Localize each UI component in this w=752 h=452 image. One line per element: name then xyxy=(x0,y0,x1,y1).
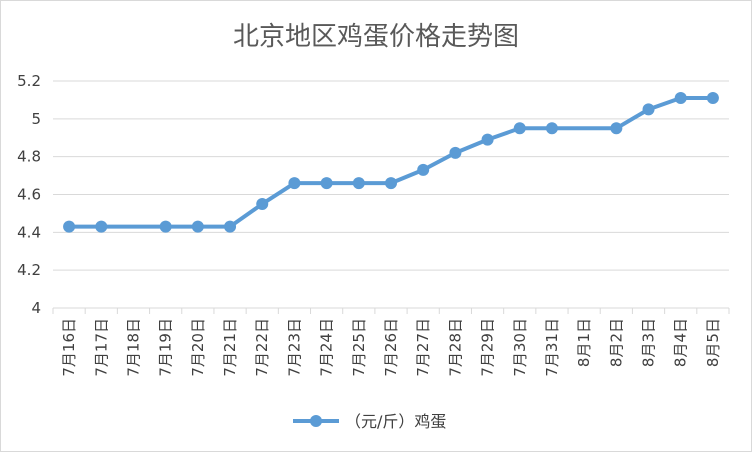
x-tick-label: 7月20日 xyxy=(189,318,207,377)
x-tick-label: 7月22日 xyxy=(253,318,271,377)
series-group xyxy=(63,92,719,233)
data-point xyxy=(610,122,623,135)
x-tick-label: 8月3日 xyxy=(640,318,658,367)
data-point xyxy=(417,163,430,176)
x-axis: 7月16日 7月17日 7月18日 7月19日 7月20日 7月21日 7月22日 7月23日… xyxy=(52,308,730,377)
x-tick-label: 7月18日 xyxy=(124,318,142,377)
data-point xyxy=(191,220,204,233)
data-point xyxy=(385,177,397,190)
legend-label: （元/斤）鸡蛋 xyxy=(345,412,446,431)
data-point xyxy=(159,220,172,233)
x-tick-label: 7月31日 xyxy=(543,318,561,377)
x-tick-label: 8月2日 xyxy=(607,318,625,367)
data-point xyxy=(706,92,719,105)
data-point xyxy=(352,177,365,190)
y-tick-label: 4 xyxy=(31,299,41,317)
legend: （元/斤）鸡蛋 xyxy=(293,412,446,431)
x-tick-label: 7月26日 xyxy=(382,318,400,377)
data-point xyxy=(256,197,269,210)
x-tick-label: 7月29日 xyxy=(479,318,497,377)
data-point xyxy=(642,103,655,116)
x-tick-label: 8月1日 xyxy=(575,318,593,367)
data-point xyxy=(224,220,237,233)
y-tick-label: 5 xyxy=(31,110,41,128)
y-tick-label: 5.2 xyxy=(17,72,41,90)
data-point xyxy=(95,220,108,233)
x-tick-label: 7月28日 xyxy=(446,318,464,377)
x-tick-label: 7月30日 xyxy=(511,318,529,377)
x-tick-label: 7月21日 xyxy=(221,318,239,377)
x-tick-label: 7月27日 xyxy=(414,318,432,377)
data-point xyxy=(320,177,333,190)
data-point xyxy=(63,220,76,233)
x-tick-label: 7月23日 xyxy=(285,318,303,377)
data-point xyxy=(674,92,687,105)
x-tick-label: 7月16日 xyxy=(60,318,78,377)
data-point xyxy=(449,146,462,159)
y-axis-ticks: 4 4.2 4.4 4.6 4.8 5 5.2 xyxy=(17,72,41,317)
data-point xyxy=(513,122,526,135)
x-tick-label: 7月25日 xyxy=(350,318,368,377)
data-point xyxy=(481,133,494,146)
gridlines xyxy=(53,80,729,309)
x-tick-label: 8月4日 xyxy=(672,318,690,367)
legend-marker-swatch xyxy=(310,415,322,427)
data-point xyxy=(288,177,301,190)
x-tick-label: 8月5日 xyxy=(704,318,722,367)
data-point xyxy=(545,122,558,135)
x-tick-label: 7月17日 xyxy=(92,318,110,377)
x-tick-label: 7月24日 xyxy=(318,318,336,377)
chart-title: 北京地区鸡蛋价格走势图 xyxy=(233,22,519,52)
x-tick-label: 7月19日 xyxy=(157,318,175,377)
y-tick-label: 4.6 xyxy=(17,186,41,204)
y-tick-label: 4.8 xyxy=(17,148,41,166)
y-tick-label: 4.4 xyxy=(17,223,41,241)
y-tick-label: 4.2 xyxy=(17,261,41,279)
series-line xyxy=(67,96,715,229)
